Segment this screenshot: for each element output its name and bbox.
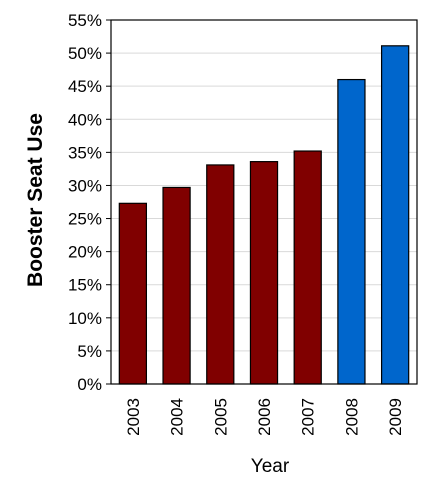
- x-tick-label: 2007: [299, 398, 318, 436]
- y-tick-label: 55%: [68, 11, 102, 30]
- bars: [118, 45, 410, 385]
- bar: [380, 45, 410, 385]
- bar: [249, 161, 279, 385]
- y-tick-label: 15%: [68, 276, 102, 295]
- y-axis-title: Booster Seat Use: [24, 113, 47, 287]
- y-tick-label: 50%: [68, 44, 102, 63]
- y-tick-labels: 0% 5% 10% 15% 20% 25% 30% 35% 40% 45% 50% 55%: [68, 11, 102, 394]
- bar: [118, 202, 148, 385]
- y-tick-label: 25%: [68, 210, 102, 229]
- x-tick-labels: 2003 2004 2005 2006 2007 2008 2009: [124, 398, 405, 436]
- x-tick-label: 2009: [386, 398, 405, 436]
- x-tick-label: 2005: [211, 398, 230, 436]
- bar: [293, 150, 322, 385]
- y-tick-label: 0%: [77, 375, 102, 394]
- x-tick-label: 2004: [168, 398, 187, 436]
- y-tick-label: 10%: [68, 309, 102, 328]
- x-tick-label: 2003: [124, 398, 143, 436]
- y-tick-label: 20%: [68, 243, 102, 262]
- bar: [206, 164, 235, 385]
- x-axis-title: Year: [251, 456, 290, 477]
- y-tick-label: 5%: [77, 342, 102, 361]
- y-tick-label: 40%: [68, 110, 102, 129]
- y-tick-label: 45%: [68, 77, 102, 96]
- y-tick-label: 35%: [68, 143, 102, 162]
- axes: [106, 19, 418, 385]
- bar: [162, 186, 191, 385]
- x-tick-label: 2008: [342, 398, 361, 436]
- y-tick-label: 30%: [68, 176, 102, 195]
- x-tick-label: 2006: [255, 398, 274, 436]
- bar: [337, 78, 366, 385]
- plot-frame: [110, 19, 418, 385]
